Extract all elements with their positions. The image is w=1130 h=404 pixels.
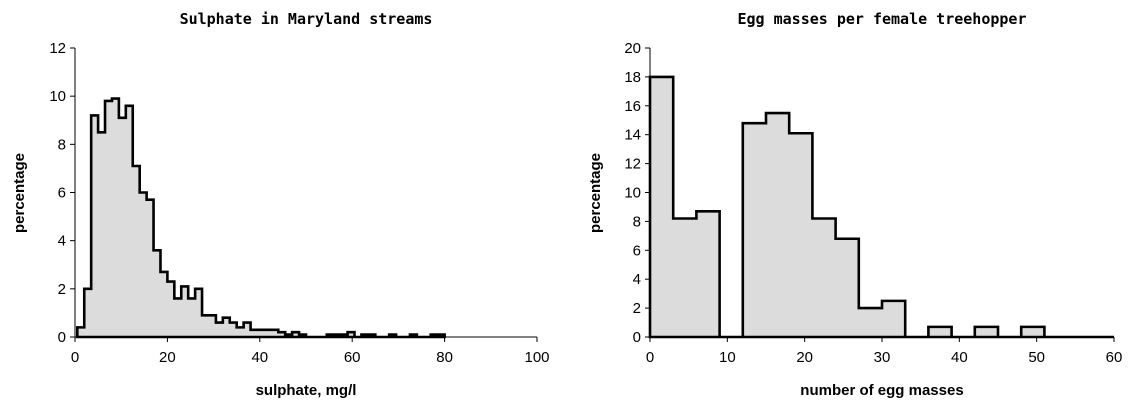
x-axis-label: sulphate, mg/l <box>256 382 357 399</box>
x-tick-label: 20 <box>159 349 176 366</box>
y-tick-label: 4 <box>58 233 66 250</box>
y-tick-label: 2 <box>633 300 641 317</box>
y-tick-label: 8 <box>58 136 66 153</box>
y-tick-label: 16 <box>624 98 641 115</box>
y-tick-label: 12 <box>49 40 66 57</box>
chart-title: Sulphate in Maryland streams <box>180 10 433 28</box>
x-ticks: 0 10 20 30 40 50 60 <box>646 337 1123 366</box>
y-axis-label: percentage <box>587 153 604 233</box>
x-tick-label: 40 <box>951 349 968 366</box>
histogram-bars <box>76 97 446 339</box>
y-tick-label: 0 <box>58 329 66 346</box>
x-tick-label: 80 <box>436 349 453 366</box>
y-tick-label: 6 <box>633 242 641 259</box>
egg-masses-chart: Egg masses per female treehopper 0 2 4 6 8 10… <box>587 10 1122 399</box>
y-tick-label: 2 <box>58 281 66 298</box>
x-tick-label: 30 <box>874 349 891 366</box>
histogram-outline <box>648 75 1114 339</box>
y-tick-label: 14 <box>624 127 641 144</box>
histogram-bars <box>648 75 1114 339</box>
x-tick-label: 20 <box>796 349 813 366</box>
x-tick-label: 40 <box>251 349 268 366</box>
x-axis-label: number of egg masses <box>800 382 963 399</box>
x-tick-label: 0 <box>646 349 654 366</box>
y-tick-label: 6 <box>58 185 66 202</box>
y-axis-label: percentage <box>11 153 28 233</box>
y-ticks: 0 2 4 6 8 10 12 14 16 18 20 <box>624 40 650 346</box>
x-tick-label: 0 <box>71 349 79 366</box>
chart-title: Egg masses per female treehopper <box>738 10 1027 28</box>
histogram-outline <box>76 97 446 339</box>
x-ticks: 0 20 40 60 80 100 <box>71 337 550 366</box>
y-tick-label: 4 <box>633 271 641 288</box>
sulphate-chart: Sulphate in Maryland streams 0 2 4 6 8 10 12 0… <box>11 10 550 399</box>
y-tick-label: 18 <box>624 69 641 86</box>
y-tick-label: 12 <box>624 156 641 173</box>
y-tick-label: 10 <box>49 88 66 105</box>
x-tick-label: 60 <box>1106 349 1123 366</box>
y-tick-label: 20 <box>624 40 641 57</box>
x-tick-label: 60 <box>344 349 361 366</box>
y-tick-label: 8 <box>633 213 641 230</box>
x-tick-label: 100 <box>524 349 549 366</box>
x-tick-label: 10 <box>719 349 736 366</box>
y-tick-label: 10 <box>624 185 641 202</box>
y-tick-label: 0 <box>633 329 641 346</box>
x-tick-label: 50 <box>1028 349 1045 366</box>
y-ticks: 0 2 4 6 8 10 12 <box>49 40 75 346</box>
